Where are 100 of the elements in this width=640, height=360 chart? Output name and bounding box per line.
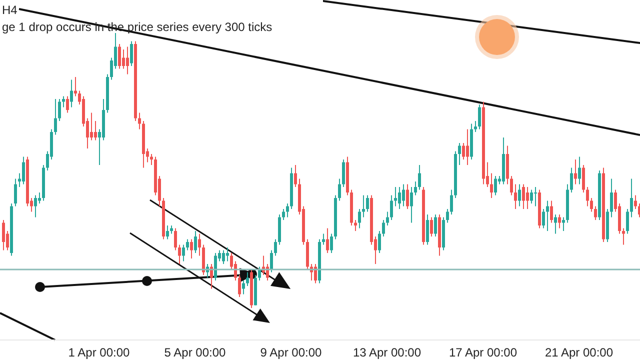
candlestick (634, 194, 637, 210)
candlestick (418, 164, 421, 190)
candlestick (246, 272, 249, 286)
candlestick (626, 208, 629, 234)
candlestick (366, 194, 369, 212)
candlestick (458, 142, 461, 166)
candlestick (62, 96, 65, 108)
candlestick (226, 247, 229, 262)
candlestick (594, 206, 597, 220)
candlestick (546, 200, 549, 232)
candlestick (330, 233, 333, 254)
candlestick (286, 203, 289, 218)
candlestick (178, 244, 181, 264)
candlestick (70, 79, 73, 108)
candlestick (526, 186, 529, 210)
candlestick (94, 120, 97, 141)
chart-title: H4 (2, 3, 18, 17)
candlestick (586, 186, 589, 207)
candlestick (150, 154, 153, 166)
candlestick (434, 214, 437, 237)
candlestick (582, 164, 585, 193)
candlestick (270, 250, 273, 273)
x-tick-label: 21 Apr 00:00 (544, 346, 614, 360)
candlestick (90, 112, 93, 141)
candlestick (450, 189, 453, 215)
candlestick (534, 186, 537, 207)
candlestick (190, 238, 193, 259)
candlestick (382, 220, 385, 237)
candlestick (390, 194, 393, 220)
candlestick (542, 208, 545, 229)
candlestick (174, 228, 177, 251)
x-tick-label: 1 Apr 00:00 (68, 346, 130, 360)
candlestick (14, 178, 17, 207)
candlestick (446, 208, 449, 224)
candlestick (258, 266, 261, 281)
candlestick (354, 220, 357, 232)
candlestick (242, 280, 245, 295)
candlestick (198, 233, 201, 256)
candlestick (54, 98, 57, 136)
candlestick (474, 120, 477, 132)
candlestick (322, 233, 325, 246)
candlestick (406, 184, 409, 210)
candlestick (518, 184, 521, 207)
candlestick (558, 214, 561, 229)
candlestick (550, 200, 553, 224)
candlestick (22, 156, 25, 185)
candlestick (222, 250, 225, 264)
candlestick (34, 194, 37, 218)
candlestick (430, 216, 433, 237)
candlestick (342, 159, 345, 188)
candlestick (166, 225, 169, 240)
candlestick (118, 44, 121, 70)
x-tick-label: 17 Apr 00:00 (448, 346, 518, 360)
candlestick (478, 104, 481, 130)
candlestick (562, 216, 565, 232)
candlestick (514, 184, 517, 210)
candlestick (2, 220, 5, 251)
x-tick-label: 5 Apr 00:00 (164, 346, 226, 360)
candlestick (194, 230, 197, 254)
candlestick (426, 214, 429, 246)
candlestick (630, 178, 633, 218)
candlestick (610, 178, 613, 218)
candlestick (402, 184, 405, 207)
candlestick (338, 178, 341, 202)
candlestick (326, 228, 329, 254)
candlestick (410, 186, 413, 224)
candlestick (130, 40, 133, 66)
candlestick (466, 128, 469, 166)
candlestick (274, 238, 277, 256)
candlestick (622, 228, 625, 246)
candlestick (358, 208, 361, 229)
candlestick (530, 189, 533, 204)
candlestick (282, 208, 285, 220)
candlestick (414, 181, 417, 196)
candlestick (398, 186, 401, 210)
candlestick (574, 159, 577, 185)
candlestick (214, 252, 217, 281)
candlestick (554, 214, 557, 234)
candlestick (462, 142, 465, 160)
candlestick (378, 230, 381, 254)
candlestick (490, 172, 493, 198)
x-tick-label: 13 Apr 00:00 (352, 346, 422, 360)
candlestick (494, 176, 497, 196)
candlestick (510, 176, 513, 196)
candlestick (58, 98, 61, 122)
candlestick (182, 244, 185, 262)
candlestick (590, 198, 593, 212)
candlestick (294, 164, 297, 188)
candlestick (238, 274, 241, 298)
candlestick (578, 156, 581, 185)
candlestick (126, 46, 129, 75)
x-tick-label: 9 Apr 00:00 (260, 346, 322, 360)
candlestick (394, 186, 397, 207)
candlestick (186, 238, 189, 251)
candlestick (122, 49, 125, 70)
candlestick (74, 76, 77, 97)
candlestick (570, 167, 573, 193)
candlestick (522, 184, 525, 210)
candlestick (66, 96, 69, 114)
candlestick (38, 192, 41, 204)
